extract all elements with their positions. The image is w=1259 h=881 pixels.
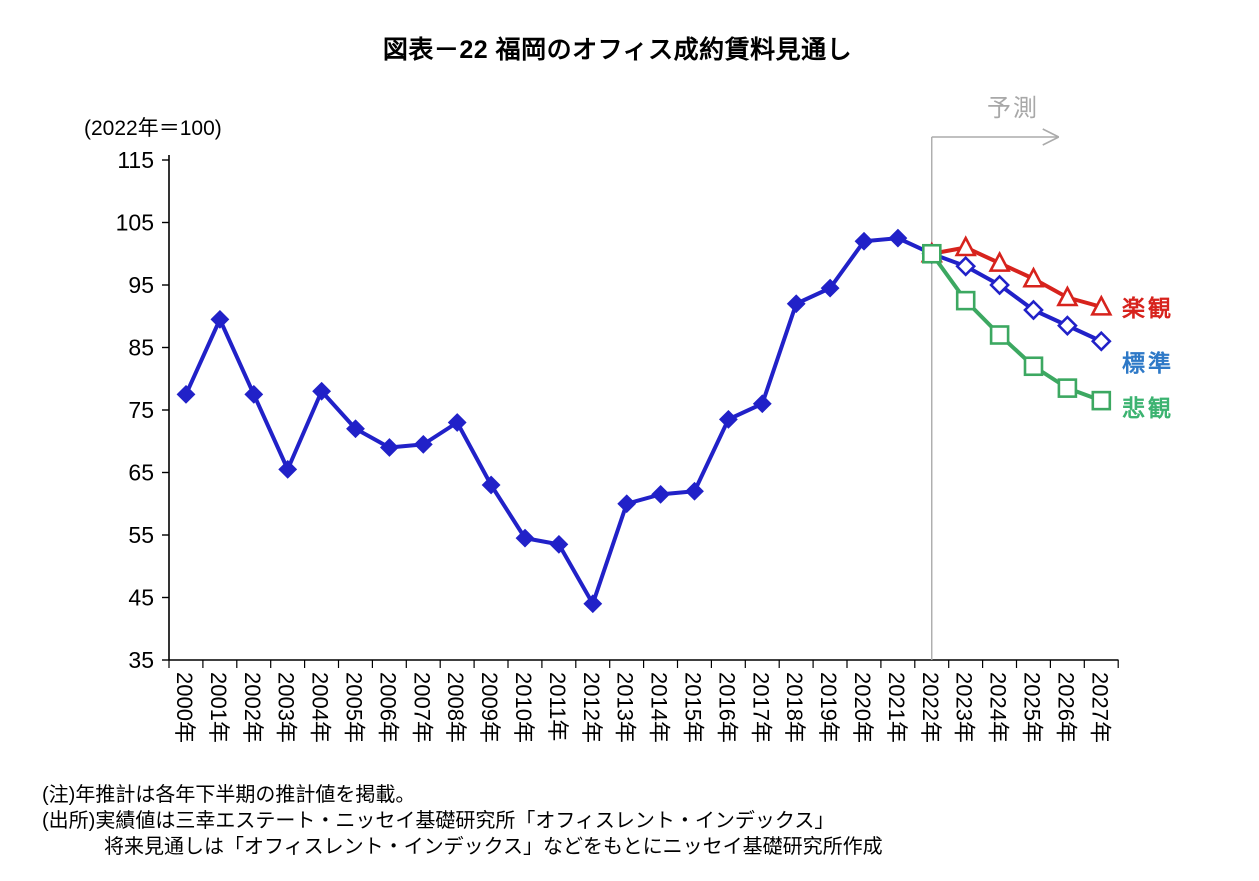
y-axis-tick-label: 95 <box>128 272 154 298</box>
data-point-marker <box>447 413 467 432</box>
series-標準 <box>921 243 1112 352</box>
x-axis-tick-label: 2002年 <box>240 672 265 743</box>
data-point-marker <box>1090 330 1112 352</box>
legend-label-optimistic: 楽観 <box>1122 295 1174 321</box>
series-実績 <box>176 228 934 614</box>
data-point-marker <box>515 528 535 548</box>
data-point-marker <box>346 419 365 439</box>
x-axis-tick-label: 2011年 <box>545 672 570 741</box>
data-point-marker <box>988 250 1011 272</box>
y-axis-tick-label: 45 <box>128 585 154 611</box>
x-axis-tick-label: 2025年 <box>1020 672 1045 743</box>
x-axis-tick-label: 2017年 <box>748 672 773 743</box>
x-axis-tick-label: 2015年 <box>681 672 706 743</box>
data-point-marker <box>954 235 977 257</box>
source-line: (出所)実績値は三幸エステート・ニッセイ基礎研究所「オフィスレント・インデックス… <box>42 810 835 832</box>
x-axis-tick-label: 2027年 <box>1087 672 1112 743</box>
chart-title: 図表－22 福岡のオフィス成約賃料見通し <box>382 36 853 64</box>
y-axis-unit-label: (2022年＝100) <box>84 117 222 140</box>
x-axis-tick-label: 2016年 <box>714 672 739 743</box>
y-axis-tick-label: 115 <box>117 147 154 173</box>
y-axis-tick-label: 55 <box>128 522 154 548</box>
x-axis-tick-label: 2003年 <box>274 672 299 743</box>
data-point-marker <box>583 594 603 614</box>
x-axis-tick-label: 2024年 <box>986 672 1011 743</box>
data-point-marker <box>481 475 501 495</box>
data-point-marker <box>312 381 332 401</box>
x-axis-tick-label: 2009年 <box>477 672 502 743</box>
source-line-2: 将来見通しは「オフィスレント・インデックス」などをもとにニッセイ基礎研究所作成 <box>104 836 883 858</box>
data-point-marker <box>888 228 908 248</box>
x-axis-tick-label: 2010年 <box>511 672 536 743</box>
data-point-marker <box>244 384 264 404</box>
x-axis-tick-label: 2019年 <box>816 672 841 743</box>
data-point-marker <box>413 434 433 454</box>
forecast-arrow-head <box>1042 128 1060 138</box>
data-point-marker <box>820 278 840 298</box>
forecast-period-label: 予測 <box>987 95 1039 122</box>
note-line: (注)年推計は各年下半期の推計値を掲載。 <box>42 784 416 806</box>
data-point-marker <box>786 294 806 314</box>
data-point-marker <box>1057 315 1078 336</box>
data-point-marker <box>176 384 196 404</box>
x-axis-tick-label: 2018年 <box>782 672 807 743</box>
footnotes: (注)年推計は各年下半期の推計値を掲載。 (出所)実績値は三幸エステート・ニッセ… <box>42 782 883 860</box>
x-axis-tick-label: 2012年 <box>579 672 604 743</box>
data-point-marker <box>718 409 738 429</box>
legend-label-standard: 標準 <box>1122 350 1174 376</box>
data-point-marker <box>549 534 569 554</box>
x-axis-tick-label: 2013年 <box>613 672 638 743</box>
x-axis-tick-label: 2006年 <box>375 672 400 743</box>
forecast-arrow-head <box>1042 136 1060 146</box>
x-axis-tick-label: 2023年 <box>952 672 977 743</box>
x-axis-tick-label: 2020年 <box>850 672 875 743</box>
series-楽観 <box>920 235 1113 316</box>
data-point-marker <box>651 484 671 504</box>
x-axis-tick-label: 2007年 <box>409 672 434 743</box>
series-悲観 <box>921 243 1112 411</box>
data-point-marker <box>989 274 1010 296</box>
data-point-marker <box>1023 356 1044 377</box>
data-point-marker <box>278 459 298 479</box>
data-point-marker <box>955 290 976 311</box>
x-axis-tick-label: 2022年 <box>918 672 943 743</box>
data-point-marker <box>955 255 977 277</box>
data-point-marker <box>921 243 942 264</box>
x-axis-tick-label: 2004年 <box>308 672 333 743</box>
data-point-marker <box>1057 378 1078 398</box>
x-axis-tick-label: 2014年 <box>647 672 672 743</box>
y-axis-tick-label: 85 <box>128 335 154 361</box>
data-point-marker <box>1056 285 1079 307</box>
data-point-marker <box>752 394 772 414</box>
data-point-marker <box>1091 390 1112 411</box>
x-axis-tick-label: 2000年 <box>172 672 197 743</box>
data-point-marker <box>989 325 1010 345</box>
y-axis-tick-label: 35 <box>128 647 154 673</box>
legend-label-pessimistic: 悲観 <box>1122 395 1174 421</box>
data-point-marker <box>1090 294 1113 316</box>
y-axis-tick-label: 65 <box>128 460 154 486</box>
data-point-marker <box>617 494 637 514</box>
data-point-marker <box>1022 266 1045 288</box>
data-point-marker <box>685 481 704 501</box>
data-point-marker <box>210 309 230 329</box>
data-point-marker <box>379 438 399 457</box>
x-axis-tick-label: 2026年 <box>1053 672 1078 743</box>
data-point-marker <box>1023 299 1044 321</box>
data-point-marker <box>854 231 874 251</box>
x-axis-tick-label: 2005年 <box>342 672 367 743</box>
x-axis-tick-label: 2008年 <box>443 672 468 743</box>
y-axis-tick-label: 75 <box>128 397 154 423</box>
x-axis-tick-label: 2001年 <box>206 672 231 743</box>
x-axis-tick-label: 2021年 <box>884 672 909 743</box>
y-axis-tick-label: 105 <box>116 210 154 236</box>
